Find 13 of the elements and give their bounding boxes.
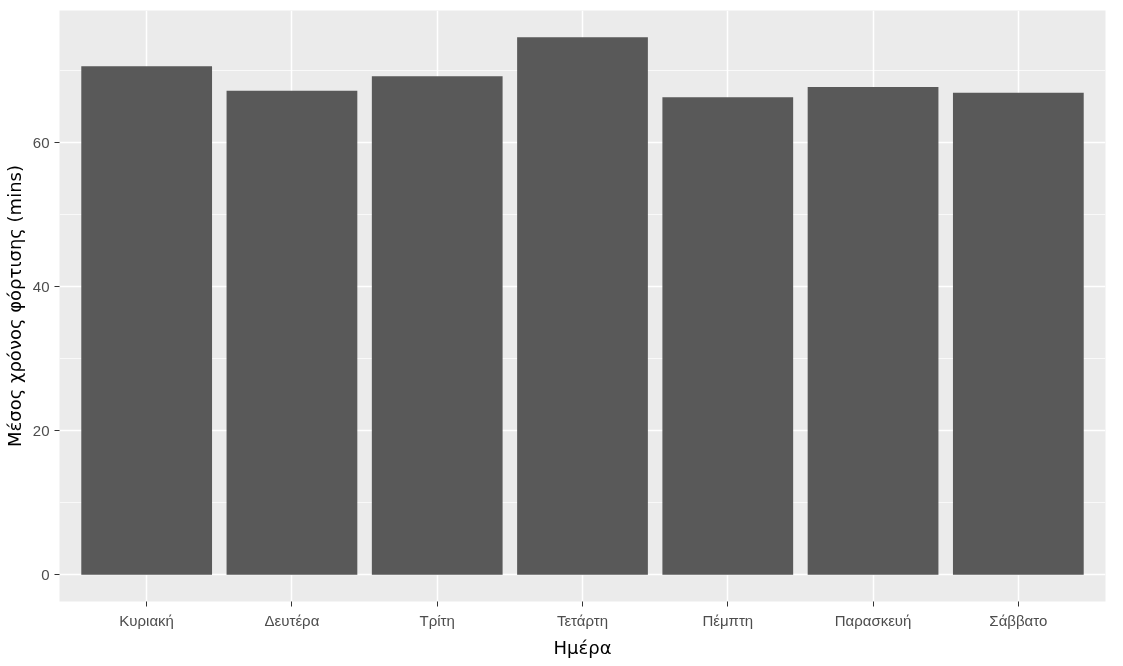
y-tick-label: 0 xyxy=(41,565,50,583)
x-tick-label: Πέμπτη xyxy=(702,611,754,629)
y-tick-label: 40 xyxy=(32,277,50,295)
x-tick-label: Σάββατο xyxy=(989,611,1048,629)
x-tick-label: Δευτέρα xyxy=(264,611,320,629)
y-tick-label: 60 xyxy=(32,133,50,151)
x-axis-title: Ημέρα xyxy=(553,636,612,658)
x-tick-label: Παρασκευή xyxy=(834,611,912,629)
x-tick-label: Τρίτη xyxy=(419,611,455,629)
y-axis-title: Μέσος χρόνος φόρτισης (mins) xyxy=(3,165,25,447)
x-tick-label: Τετάρτη xyxy=(556,611,609,629)
y-tick-label: 20 xyxy=(32,421,50,439)
x-tick-label: Κυριακή xyxy=(119,611,174,629)
